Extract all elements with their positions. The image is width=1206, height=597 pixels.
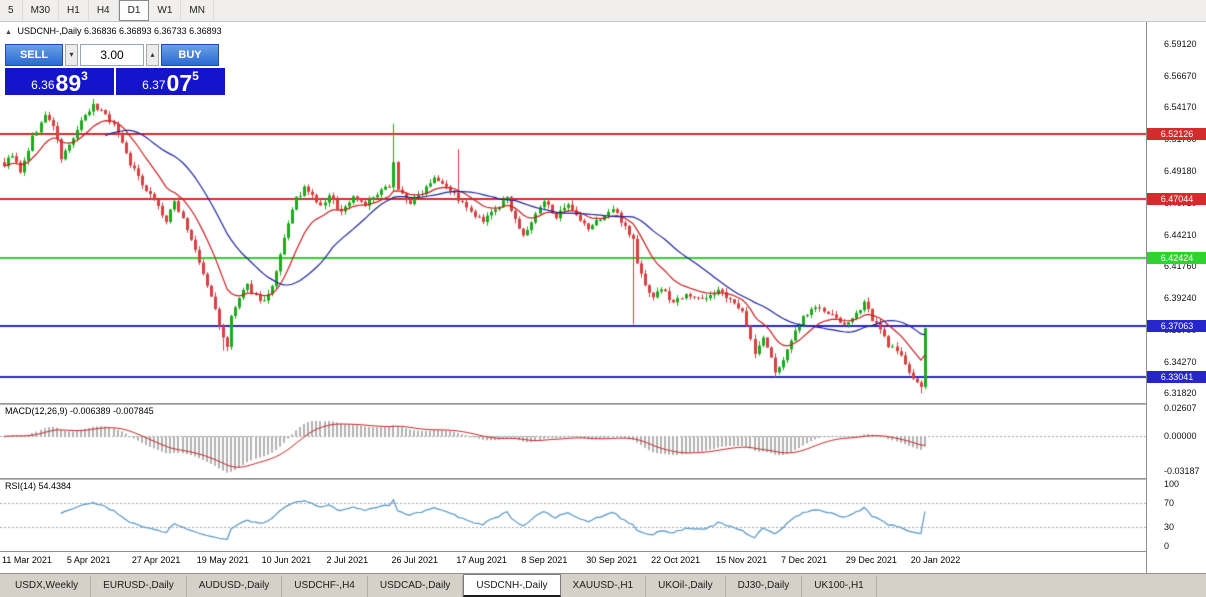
chevron-down-icon: ▾	[69, 50, 74, 59]
trade-prices-row: 6.36 89 3 6.37 07 5	[5, 68, 227, 95]
chart-tab-eurusd-daily[interactable]: EURUSD-,Daily	[91, 576, 187, 597]
volume-increase-button[interactable]: ▴	[146, 44, 159, 66]
price-axis-tick: 6.49180	[1164, 166, 1197, 177]
timeframe-mn[interactable]: MN	[181, 0, 214, 21]
hline-price-badge[interactable]: 6.47044	[1147, 192, 1206, 205]
price-axis-tick: 6.59120	[1164, 39, 1197, 50]
chart-ohlc-values: 6.36836 6.36893 6.36733 6.36893	[83, 26, 222, 36]
chart-tab-usdcnh-daily[interactable]: USDCNH-,Daily	[463, 574, 561, 597]
chart-tab-uk100-h1[interactable]: UK100-,H1	[802, 576, 877, 597]
chart-tab-audusd-daily[interactable]: AUDUSD-,Daily	[187, 576, 283, 597]
price-axis-tick: 6.54170	[1164, 102, 1197, 113]
hline-price-badge[interactable]: 6.52126	[1147, 127, 1206, 140]
timeframe-d1[interactable]: D1	[118, 0, 150, 21]
hline-price-badge[interactable]: 6.33041	[1147, 371, 1206, 384]
buy-button[interactable]: BUY	[161, 44, 219, 66]
sell-button[interactable]: SELL	[5, 44, 63, 66]
macd-indicator-label: MACD(12,26,9) -0.006389 -0.007845	[5, 406, 154, 416]
price-axis-tick: 6.34270	[1164, 356, 1197, 367]
one-click-trading-panel: SELL ▾ ▴ BUY 6.36 89 3 6.37 07 5	[5, 44, 227, 95]
chart-tab-usdcad-daily[interactable]: USDCAD-,Daily	[368, 576, 464, 597]
sell-price-display[interactable]: 6.36 89 3	[5, 68, 114, 95]
price-axis-tick: 6.39240	[1164, 293, 1197, 304]
indicator-axis-tick: 100	[1164, 479, 1180, 490]
sell-price-pip-digit: 3	[81, 69, 88, 83]
chevron-up-icon: ▴	[150, 50, 155, 59]
chart-title-bar: ▲ USDCNH-,Daily 6.36836 6.36893 6.36733 …	[5, 26, 222, 36]
chart-region: ▲ USDCNH-,Daily 6.36836 6.36893 6.36733 …	[0, 22, 1206, 573]
price-axis-tick: 6.41760	[1164, 261, 1197, 272]
price-axis: 6.591206.566706.541706.517006.491806.467…	[1146, 22, 1206, 573]
hline-price-badge[interactable]: 6.42424	[1147, 251, 1206, 264]
timeframe-h4[interactable]: H4	[89, 0, 119, 21]
indicator-axis-tick: -0.03187	[1164, 465, 1200, 476]
chart-tab-usdx-weekly[interactable]: USDX,Weekly	[3, 576, 92, 597]
chart-tab-dj30-daily[interactable]: DJ30-,Daily	[726, 576, 803, 597]
timeframe-toolbar: 5 M30 H1 H4 D1 W1 MN	[0, 0, 1206, 22]
indicator-axis-tick: 30	[1164, 522, 1175, 533]
chart-tab-ukoil-daily[interactable]: UKOil-,Daily	[646, 576, 726, 597]
price-chart-canvas[interactable]	[0, 22, 1146, 573]
timeframe-w1[interactable]: W1	[149, 0, 182, 21]
indicator-axis-tick: 70	[1164, 497, 1175, 508]
pane-separator[interactable]	[0, 403, 1206, 405]
timeframe-h1[interactable]: H1	[59, 0, 89, 21]
indicator-axis-tick: 0.00000	[1164, 431, 1197, 442]
hline-price-badge[interactable]: 6.37063	[1147, 320, 1206, 333]
sell-price-prefix: 6.36	[31, 78, 55, 92]
indicator-axis-tick: 0.02607	[1164, 403, 1197, 414]
sell-price-big-digits: 89	[55, 70, 82, 97]
timeframe-5[interactable]: 5	[0, 0, 23, 21]
pane-separator[interactable]	[0, 478, 1206, 480]
chart-tab-usdchf-h4[interactable]: USDCHF-,H4	[282, 576, 368, 597]
volume-input[interactable]	[80, 44, 144, 66]
chart-tab-bar: USDX,Weekly EURUSD-,Daily AUDUSD-,Daily USD…	[0, 573, 1206, 597]
chart-bottom-border	[0, 551, 1206, 552]
collapse-trade-panel-icon[interactable]: ▲	[5, 29, 12, 36]
chart-tab-xauusd-h1[interactable]: XAUUSD-,H1	[561, 576, 647, 597]
buy-price-display[interactable]: 6.37 07 5	[116, 68, 225, 95]
rsi-indicator-label: RSI(14) 54.4384	[5, 481, 72, 491]
volume-decrease-button[interactable]: ▾	[65, 44, 78, 66]
buy-price-pip-digit: 5	[192, 69, 199, 83]
chart-symbol-title: USDCNH-,Daily	[17, 26, 82, 36]
indicator-axis-tick: 0	[1164, 540, 1170, 551]
trade-controls-row: SELL ▾ ▴ BUY	[5, 44, 227, 66]
price-axis-tick: 6.56670	[1164, 70, 1197, 81]
price-axis-tick: 6.31820	[1164, 388, 1197, 399]
buy-price-big-digits: 07	[166, 70, 193, 97]
buy-price-prefix: 6.37	[142, 78, 166, 92]
timeframe-m30[interactable]: M30	[23, 0, 60, 21]
price-axis-tick: 6.44210	[1164, 229, 1197, 240]
